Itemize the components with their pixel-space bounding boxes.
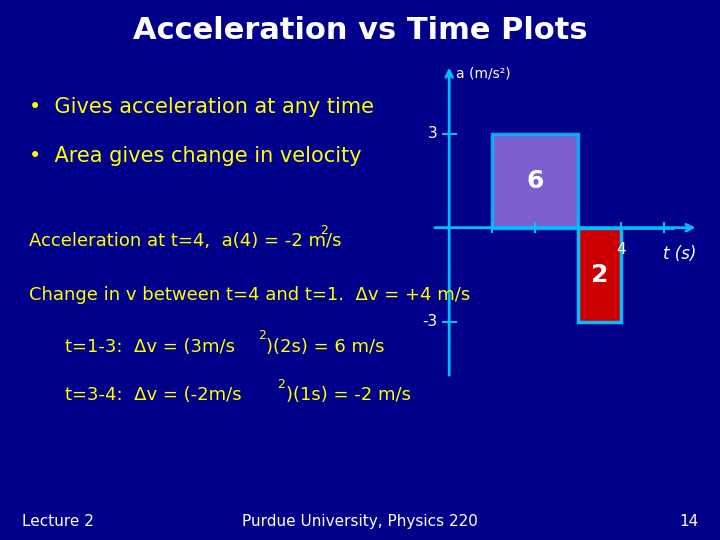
Text: •  Area gives change in velocity: • Area gives change in velocity — [29, 146, 361, 166]
Text: -3: -3 — [422, 314, 437, 329]
Text: t=3-4:  Δv = (-2m/s: t=3-4: Δv = (-2m/s — [65, 386, 241, 404]
Bar — [578, 228, 621, 322]
Text: Purdue University, Physics 220: Purdue University, Physics 220 — [242, 514, 478, 529]
Bar — [492, 134, 578, 228]
Text: 3: 3 — [428, 126, 437, 141]
Text: t (s): t (s) — [663, 245, 696, 263]
Text: Acceleration at t=4,  a(4) = -2 m/s: Acceleration at t=4, a(4) = -2 m/s — [29, 232, 341, 250]
Text: 2: 2 — [320, 224, 328, 237]
Text: Lecture 2: Lecture 2 — [22, 514, 94, 529]
Text: )(1s) = -2 m/s: )(1s) = -2 m/s — [286, 386, 411, 404]
Text: a (m/s²): a (m/s²) — [456, 66, 510, 80]
Text: Acceleration vs Time Plots: Acceleration vs Time Plots — [132, 16, 588, 45]
Text: 2: 2 — [591, 262, 608, 287]
Text: Change in v between t=4 and t=1.  Δv = +4 m/s: Change in v between t=4 and t=1. Δv = +4… — [29, 286, 470, 304]
Text: )(2s) = 6 m/s: )(2s) = 6 m/s — [266, 338, 385, 355]
Text: 2: 2 — [258, 329, 266, 342]
Text: t=1-3:  Δv = (3m/s: t=1-3: Δv = (3m/s — [65, 338, 235, 355]
Text: 14: 14 — [679, 514, 698, 529]
Text: 6: 6 — [526, 168, 544, 193]
Text: 4: 4 — [616, 242, 626, 256]
Text: •  Gives acceleration at any time: • Gives acceleration at any time — [29, 97, 374, 117]
Text: 2: 2 — [277, 378, 285, 391]
